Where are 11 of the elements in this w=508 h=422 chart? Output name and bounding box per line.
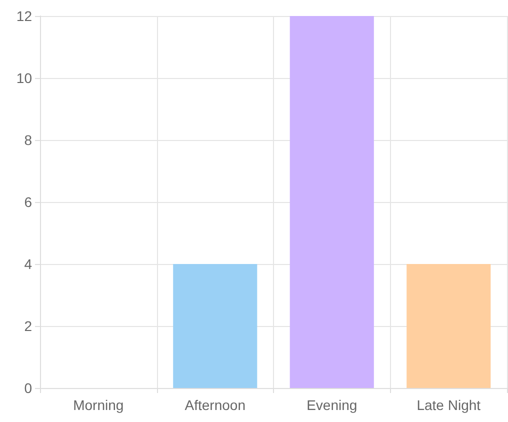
y-tick-label: 10 — [16, 70, 32, 86]
y-tick-label: 6 — [24, 194, 32, 210]
x-tick-label: Late Night — [416, 397, 481, 413]
y-tick-label: 4 — [24, 256, 32, 272]
x-tick-label: Evening — [306, 397, 358, 413]
x-tick-label: Afternoon — [184, 397, 246, 413]
y-tick-label: 12 — [16, 8, 32, 24]
y-tick-label: 0 — [24, 380, 32, 396]
x-tick-label: Morning — [73, 397, 124, 413]
y-tick-label: 8 — [24, 132, 32, 148]
y-tick-label: 2 — [24, 318, 32, 334]
